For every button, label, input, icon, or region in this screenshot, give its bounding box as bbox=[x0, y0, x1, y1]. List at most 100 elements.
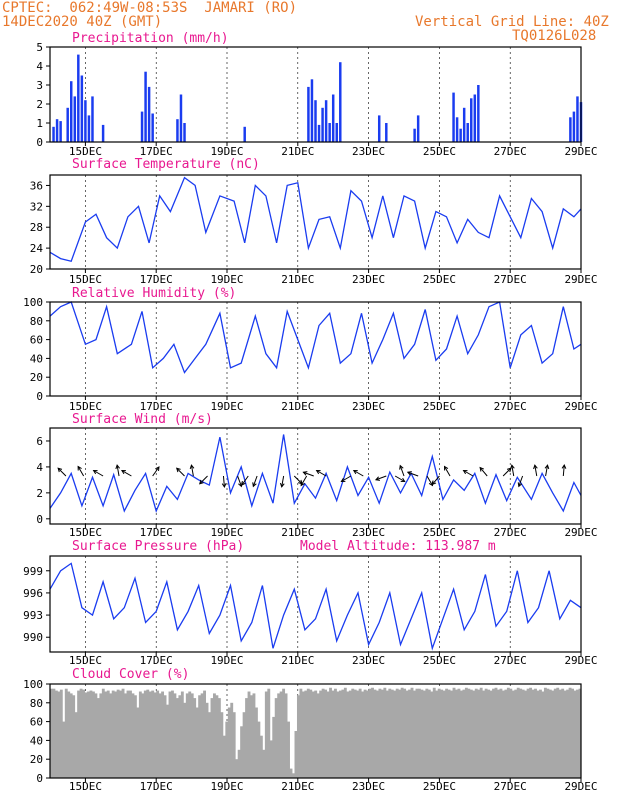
precip-bar bbox=[183, 123, 186, 142]
cloud-bar bbox=[50, 688, 53, 778]
precip-bar bbox=[335, 123, 338, 142]
cloud-bar bbox=[180, 691, 184, 778]
precip-xtick-label: 25DEC bbox=[423, 145, 456, 158]
wind-arrow-head bbox=[279, 482, 285, 488]
wind-xtick-label: 25DEC bbox=[423, 526, 456, 539]
wind-arrow-shaft bbox=[545, 465, 549, 477]
wind-arrow-head bbox=[176, 467, 181, 473]
cloud-bar bbox=[410, 687, 414, 778]
cloud-bar bbox=[474, 688, 478, 778]
cloud-xtick-label: 29DEC bbox=[564, 780, 597, 793]
wind-arrow-head bbox=[462, 469, 468, 475]
wind-arrow-head bbox=[340, 477, 346, 483]
cloud-bar bbox=[494, 687, 498, 778]
temp-ytick-label: 24 bbox=[30, 242, 44, 255]
cloud-bar bbox=[84, 692, 88, 778]
cloud-bar bbox=[432, 687, 436, 778]
cloud-bar bbox=[543, 687, 547, 778]
cloud-bar bbox=[398, 689, 402, 778]
wind-ytick-label: 0 bbox=[36, 513, 43, 526]
cloud-bar bbox=[383, 687, 387, 778]
wind-ytick-label: 2 bbox=[36, 487, 43, 500]
rh-xtick-label: 23DEC bbox=[352, 400, 385, 413]
cloud-bar bbox=[101, 688, 105, 778]
cloud-bar bbox=[89, 690, 93, 778]
precip-bar bbox=[70, 81, 73, 142]
precip-bar bbox=[455, 117, 459, 142]
cloud-bar bbox=[524, 690, 528, 778]
wind-arrow-shaft bbox=[444, 466, 451, 477]
cloud-bar bbox=[183, 702, 187, 778]
precip-xtick-label: 15DEC bbox=[69, 145, 102, 158]
cloud-ytick-label: 40 bbox=[30, 734, 43, 747]
cloud-bar bbox=[348, 690, 352, 778]
cloud-bar bbox=[363, 689, 367, 778]
cloud-bar bbox=[566, 689, 570, 778]
cloud-bar bbox=[299, 688, 303, 778]
cloud-bar bbox=[516, 687, 520, 778]
cloud-bar bbox=[279, 691, 283, 778]
press-xtick-label: 21DEC bbox=[281, 654, 314, 667]
cloud-bar bbox=[427, 689, 431, 778]
precip-bar bbox=[84, 100, 87, 142]
precip-bar bbox=[144, 71, 147, 142]
cloud-bar bbox=[62, 721, 66, 778]
press-ytick-label: 999 bbox=[23, 565, 43, 578]
precip-bar bbox=[310, 79, 314, 142]
wind-arrow-head bbox=[561, 464, 567, 469]
cloud-bar bbox=[497, 689, 500, 778]
cloud-bar bbox=[69, 693, 73, 778]
cloud-bar bbox=[210, 698, 214, 778]
cloud-bar bbox=[213, 693, 216, 778]
cloud-bar bbox=[82, 689, 85, 778]
cloud-bar bbox=[437, 688, 441, 778]
cloud-bar bbox=[395, 688, 399, 778]
wind-arrow-shaft bbox=[199, 475, 208, 485]
wind-arrow-shaft bbox=[116, 465, 120, 477]
cloud-xtick-label: 19DEC bbox=[210, 780, 243, 793]
cloud-bar bbox=[450, 690, 453, 778]
cloud-bar bbox=[208, 712, 211, 778]
cloud-bar bbox=[136, 707, 140, 778]
cloud-bar bbox=[385, 690, 389, 778]
precip-bar bbox=[413, 128, 416, 142]
cloud-bar bbox=[193, 698, 197, 778]
cloud-bar bbox=[568, 687, 572, 778]
cloud-bar bbox=[452, 687, 456, 778]
cloud-bar bbox=[319, 690, 323, 778]
cloud-bar bbox=[146, 689, 150, 778]
wind-arrow-head bbox=[517, 482, 523, 488]
precip-bar bbox=[80, 75, 84, 142]
precip-bar bbox=[328, 123, 331, 142]
cloud-bar bbox=[153, 692, 157, 778]
cloud-bar bbox=[420, 689, 424, 778]
cloud-bar bbox=[462, 689, 466, 778]
wind-arrow-head bbox=[406, 471, 412, 476]
cloud-bar bbox=[556, 687, 560, 778]
temp-xtick-label: 21DEC bbox=[281, 273, 314, 286]
cloud-bar bbox=[138, 691, 142, 778]
header-model: TQ0126L028 bbox=[512, 28, 597, 44]
cloud-bar bbox=[121, 688, 125, 778]
cloud-bar bbox=[54, 690, 58, 778]
cloud-bar bbox=[245, 698, 248, 778]
wind-arrow-head bbox=[241, 480, 246, 486]
cloud-bar bbox=[321, 688, 325, 778]
cloud-bar bbox=[413, 690, 416, 778]
cloud-bar bbox=[292, 773, 295, 778]
cloud-bar bbox=[511, 690, 515, 778]
wind-arrow-shaft bbox=[463, 470, 474, 477]
cloud-bar bbox=[296, 695, 300, 778]
wind-xtick-label: 29DEC bbox=[564, 526, 597, 539]
cloud-bar bbox=[94, 693, 98, 778]
cloud-bar bbox=[114, 691, 118, 778]
wind-arrow-shaft bbox=[222, 475, 225, 488]
cloud-bar bbox=[455, 689, 458, 778]
cloud-bar bbox=[576, 689, 579, 778]
wind-arrow-head bbox=[443, 465, 449, 471]
cloud-bar bbox=[336, 691, 340, 778]
wind-arrow-head bbox=[533, 464, 538, 470]
wind-ytick-label: 6 bbox=[36, 435, 43, 448]
cloud-bar bbox=[230, 702, 234, 778]
